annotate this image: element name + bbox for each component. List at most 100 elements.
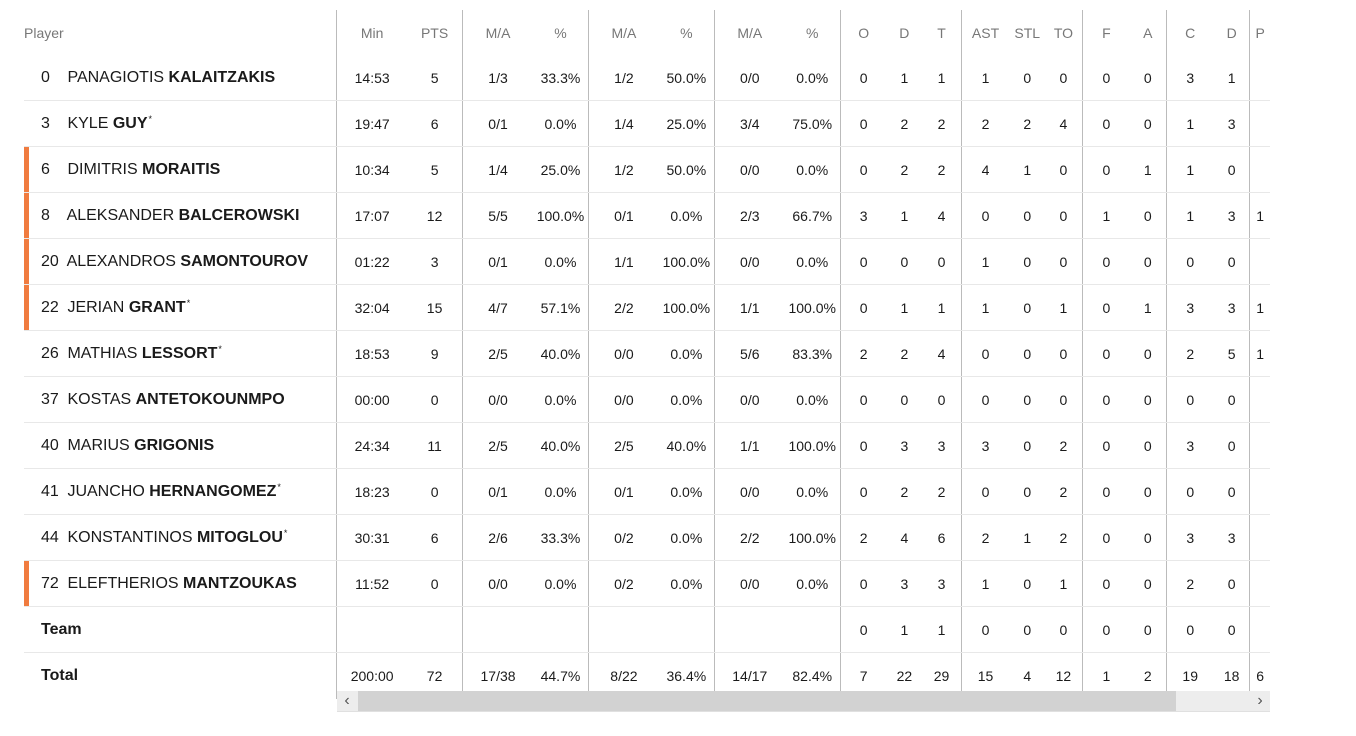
- stat-cell: 0.0%: [532, 376, 589, 423]
- stat-cell: [658, 606, 715, 653]
- stat-cell: 40.0%: [532, 330, 589, 377]
- chevron-left-icon[interactable]: ‹: [344, 692, 350, 709]
- player-last-name[interactable]: GUY: [112, 115, 148, 132]
- stat-cell: 0: [1130, 606, 1166, 653]
- player-row[interactable]: 0 PANAGIOTIS KALAITZAKIS 14:53 5 1/3 33.3% 1/…: [24, 55, 1270, 101]
- player-row[interactable]: 8 ALEKSANDER BALCEROWSKI 17:07 12 5/5 100.0%…: [24, 192, 1270, 239]
- stat-cell: 1: [1081, 192, 1131, 239]
- stat-cell: 1: [1045, 284, 1083, 331]
- stat-cell: 0: [960, 376, 1010, 423]
- player-row[interactable]: 37 KOSTAS ANTETOKOUNMPO 00:00 0 0/0 0.0% 0/0 0…: [24, 376, 1270, 423]
- player-row[interactable]: 40 MARIUS GRIGONIS 24:34 11 2/5 40.0% 2/5 40.0…: [24, 422, 1270, 469]
- stat-cell: 0: [1045, 376, 1083, 423]
- stat-cell: 0.0%: [784, 238, 841, 285]
- stat-cell: 25.0%: [532, 146, 589, 193]
- player-last-name[interactable]: GRANT: [128, 299, 186, 316]
- stat-cell: 1/1: [588, 238, 659, 285]
- player-number: 44: [41, 529, 59, 546]
- stat-cell: 0/0: [714, 238, 785, 285]
- player-row[interactable]: 44 KONSTANTINOS MITOGLOU* 30:31 6 2/6 33.3% 0…: [24, 514, 1270, 561]
- stat-cell: 100.0%: [784, 284, 841, 331]
- player-cell[interactable]: 40 MARIUS GRIGONIS: [24, 422, 337, 469]
- player-row[interactable]: 20 ALEXANDROS SAMONTOUROV 01:22 3 0/1 0.0% 1/…: [24, 238, 1270, 285]
- stat-cell: [1249, 422, 1270, 469]
- player-cell[interactable]: 41 JUANCHO HERNANGOMEZ*: [24, 468, 337, 515]
- player-number: 40: [41, 437, 59, 454]
- starter-marker: *: [277, 482, 281, 492]
- player-first-name: KYLE: [67, 115, 109, 132]
- player-last-name[interactable]: LESSORT: [141, 345, 218, 362]
- stat-cell: 18:53: [336, 330, 407, 377]
- player-last-name[interactable]: BALCEROWSKI: [178, 207, 300, 224]
- player-cell[interactable]: 8 ALEKSANDER BALCEROWSKI: [24, 192, 337, 239]
- player-cell[interactable]: 20 ALEXANDROS SAMONTOUROV: [24, 238, 337, 285]
- stat-cell: 0: [1045, 238, 1083, 285]
- stat-cell: 0: [1045, 146, 1083, 193]
- chevron-right-icon[interactable]: ›: [1257, 692, 1263, 709]
- starter-marker: *: [148, 114, 153, 124]
- horizontal-scrollbar[interactable]: ‹ ›: [337, 691, 1270, 712]
- stat-cell: 2: [1143, 668, 1152, 684]
- player-row[interactable]: 3 KYLE GUY* 19:47 6 0/1 0.0% 1/4 25.0% 3/4 75.0%…: [24, 100, 1270, 147]
- stat-cell: 10:34: [336, 146, 407, 193]
- stat-cell: 4: [922, 192, 962, 239]
- stat-cell: 0: [839, 468, 887, 515]
- player-row[interactable]: 26 MATHIAS LESSORT* 18:53 9 2/5 40.0% 0/0 0.0%…: [24, 330, 1270, 377]
- player-last-name[interactable]: ANTETOKOUNMPO: [135, 391, 285, 408]
- player-cell[interactable]: 0 PANAGIOTIS KALAITZAKIS: [24, 55, 337, 101]
- stat-cell: 2: [886, 100, 923, 147]
- scrollbar-thumb[interactable]: [358, 691, 1176, 711]
- player-row[interactable]: 41 JUANCHO HERNANGOMEZ* 18:23 0 0/1 0.0% 0/1 0…: [24, 468, 1270, 515]
- stat-cell: [1249, 100, 1270, 147]
- stat-cell: 0: [1213, 146, 1250, 193]
- stat-cell: 1: [886, 192, 923, 239]
- stat-cell: 2: [1045, 468, 1083, 515]
- player-last-name[interactable]: MANTZOUKAS: [183, 575, 297, 592]
- stat-cell: 0: [1130, 100, 1166, 147]
- player-last-name[interactable]: SAMONTOUROV: [180, 253, 309, 270]
- stat-cell: 0/0: [462, 376, 533, 423]
- stat-cell: 2/2: [588, 284, 659, 331]
- player-last-name[interactable]: GRIGONIS: [134, 437, 215, 454]
- stat-cell: 3: [406, 238, 463, 285]
- player-cell[interactable]: 37 KOSTAS ANTETOKOUNMPO: [24, 376, 337, 423]
- stat-cell: 2/5: [462, 330, 533, 377]
- stat-cell: 1/4: [462, 146, 533, 193]
- stat-cell: 0: [1081, 422, 1131, 469]
- stat-cell: 0/2: [588, 514, 659, 561]
- stat-cell: 0.0%: [532, 100, 589, 147]
- stat-cell: 4: [922, 330, 962, 377]
- player-last-name[interactable]: MITOGLOU: [196, 529, 283, 546]
- stat-cell: 15: [406, 284, 463, 331]
- stat-cell: 0: [1009, 468, 1046, 515]
- stat-cell: 18: [1223, 668, 1240, 684]
- player-first-name: ALEXANDROS: [66, 253, 176, 270]
- stat-cell: 17:07: [336, 192, 407, 239]
- stat-cell: 0: [1009, 330, 1046, 377]
- stat-cell: 0: [1009, 192, 1046, 239]
- starter-marker: *: [218, 344, 222, 354]
- stat-cell: 2: [960, 514, 1010, 561]
- player-cell[interactable]: 22 JERIAN GRANT*: [24, 284, 337, 331]
- stat-cell: 0: [406, 376, 463, 423]
- player-cell[interactable]: 44 KONSTANTINOS MITOGLOU*: [24, 514, 337, 561]
- player-last-name[interactable]: KALAITZAKIS: [168, 69, 276, 86]
- player-cell[interactable]: 72 ELEFTHERIOS MANTZOUKAS: [24, 560, 337, 607]
- stat-cell: 0: [839, 560, 887, 607]
- stat-cell: [532, 606, 589, 653]
- player-cell[interactable]: 3 KYLE GUY*: [24, 100, 337, 147]
- player-last-name[interactable]: MORAITIS: [142, 161, 221, 178]
- stat-cell: [406, 606, 463, 653]
- stat-cell: 2/5: [462, 422, 533, 469]
- total-label: Total: [41, 667, 79, 684]
- player-cell[interactable]: 6 DIMITRIS MORAITIS: [24, 146, 337, 193]
- stat-cell: 0: [1165, 606, 1214, 653]
- player-row[interactable]: 22 JERIAN GRANT* 32:04 15 4/7 57.1% 2/2 100.0%…: [24, 284, 1270, 331]
- player-row[interactable]: 6 DIMITRIS MORAITIS 10:34 5 1/4 25.0% 1/2 50.0…: [24, 146, 1270, 193]
- column-header: P: [1249, 10, 1270, 55]
- player-cell[interactable]: 26 MATHIAS LESSORT*: [24, 330, 337, 377]
- player-row[interactable]: 72 ELEFTHERIOS MANTZOUKAS 11:52 0 0/0 0.0% 0/…: [24, 560, 1270, 607]
- stat-cell: 3: [922, 560, 962, 607]
- player-last-name[interactable]: HERNANGOMEZ: [149, 483, 277, 500]
- stat-cell: 0: [1081, 100, 1131, 147]
